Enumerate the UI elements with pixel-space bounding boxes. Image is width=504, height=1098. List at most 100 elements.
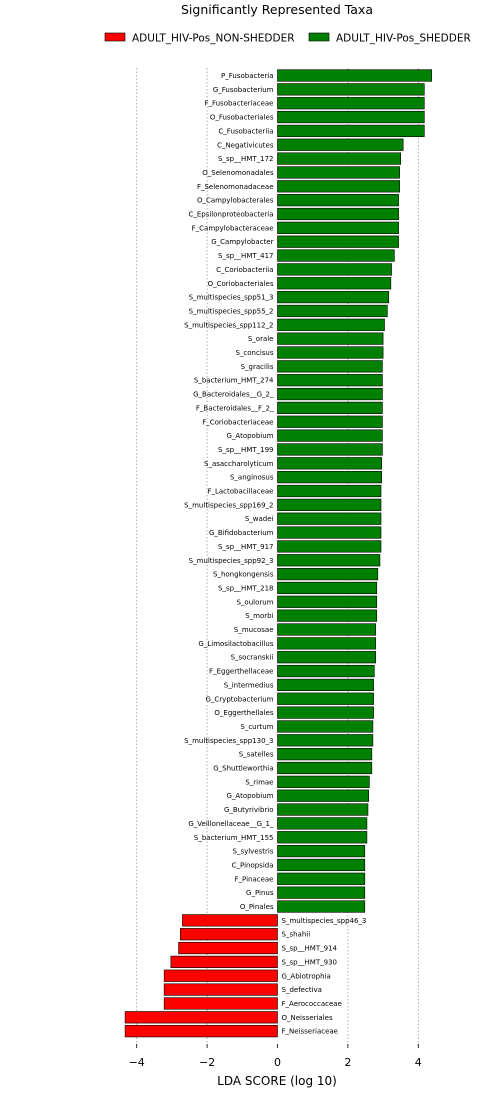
bar-label: C_Epsilonproteobacteria <box>188 211 273 219</box>
bar-label: F_Neisseriaceae <box>282 1028 338 1036</box>
bar <box>163 983 278 996</box>
bar <box>124 1025 278 1038</box>
bar <box>277 138 404 151</box>
bar-label: G_Bacteroidales__G_2_ <box>193 391 274 399</box>
bar-label: F_Bacteroidales__F_2_ <box>196 404 274 412</box>
bar-label: S_socranskii <box>231 654 274 662</box>
bar <box>277 263 392 276</box>
bar-label: F_Campylobacteraceae <box>192 224 274 232</box>
x-tick-label: −4 <box>129 1056 145 1069</box>
bar <box>277 457 382 470</box>
bar-label: S_intermedius <box>224 681 274 689</box>
bar <box>163 997 278 1010</box>
x-tick-label: 0 <box>274 1056 281 1069</box>
bar <box>277 775 370 788</box>
bar <box>182 914 278 927</box>
x-axis: −4 −2 0 2 4 <box>129 1044 422 1069</box>
bar <box>277 831 368 844</box>
bar-label: G_Bifidobacterium <box>209 529 274 537</box>
bar <box>277 637 377 650</box>
bar-label: F_Lactobacillaceae <box>207 488 273 496</box>
bar <box>277 664 375 678</box>
bar-label: O_Eggerthellales <box>214 709 273 717</box>
x-axis-label: LDA SCORE (log 10) <box>217 1074 337 1088</box>
bar-label: G_Campylobacter <box>211 238 273 246</box>
bar <box>277 152 401 165</box>
bar-label: S_sylvestris <box>233 848 274 856</box>
bar-label: S_satelles <box>239 751 274 759</box>
bar <box>180 928 278 941</box>
bar <box>277 872 366 885</box>
bar-label: S_mucosae <box>234 626 274 634</box>
bar-label: G_Atopobium <box>227 432 274 440</box>
bar-label: S_gracilis <box>241 363 274 371</box>
bar <box>277 540 382 553</box>
bar-label: S_sp__HMT_199 <box>218 446 273 454</box>
category-labels: P_Fusobacteria G_Fusobacterium F_Fusobacte… <box>184 72 366 1036</box>
bar <box>277 748 373 761</box>
bar <box>277 387 383 401</box>
bar <box>277 595 378 608</box>
bar <box>277 609 378 622</box>
bar <box>277 332 384 345</box>
bar <box>277 554 381 567</box>
bar-label: G_Abiotrophia <box>282 972 331 980</box>
bar <box>277 69 432 82</box>
bar <box>277 318 385 331</box>
bars <box>124 69 432 1038</box>
bar <box>277 374 383 387</box>
bar <box>163 969 278 982</box>
bar-label: S_sp__HMT_930 <box>282 958 337 966</box>
bar <box>178 941 278 955</box>
bar <box>277 166 400 179</box>
bar <box>277 194 399 207</box>
bar <box>277 235 399 248</box>
bar <box>277 415 383 428</box>
bar-label: S_bacterium_HMT_155 <box>194 834 274 842</box>
bar <box>124 1011 278 1024</box>
bar-label: O_Pinales <box>240 903 274 911</box>
bar <box>277 567 379 581</box>
bar <box>277 443 383 456</box>
legend-swatch-shedder <box>308 32 330 42</box>
bar <box>277 207 399 221</box>
legend: ADULT_HIV-Pos_NON-SHEDDER ADULT_HIV-Pos_… <box>104 32 471 45</box>
bar <box>277 692 374 705</box>
bar <box>277 290 390 304</box>
bar <box>277 221 399 234</box>
bar-label: S_curtum <box>240 723 273 731</box>
bar-label: O_Coriobacteriales <box>208 280 274 288</box>
bar <box>277 886 366 899</box>
bar <box>277 83 425 96</box>
bar-label: S_anginosus <box>230 474 274 482</box>
bar-label: S_multispecies_spp169_2 <box>184 501 273 509</box>
bar-label: C_Coriobacteriia <box>216 266 273 274</box>
bar-label: S_multispecies_spp112_2 <box>184 321 273 329</box>
bar <box>277 471 382 484</box>
bar <box>277 277 392 290</box>
bar-label: F_Coriobacteriaceae <box>202 418 273 426</box>
bar <box>277 761 373 775</box>
bar-label: S_oulorum <box>236 598 273 606</box>
bar <box>277 817 368 830</box>
bar <box>277 498 382 511</box>
bar <box>277 249 395 262</box>
bar <box>277 304 388 318</box>
bar-label: F_Aerococcaceae <box>282 1000 342 1008</box>
bar-label: S_asaccharolyticum <box>204 460 274 468</box>
bar-label: S_sp__HMT_218 <box>218 584 273 592</box>
bar-label: F_Selenomonadaceae <box>197 183 274 191</box>
bar <box>277 581 378 595</box>
bar-label: G_Cryptobacterium <box>205 695 273 703</box>
bar-label: G_Shuttleworthia <box>213 765 273 773</box>
x-tick-label: 2 <box>344 1056 351 1069</box>
legend-swatch-non-shedder <box>104 32 126 42</box>
bar-label: S_multispecies_spp92_3 <box>189 557 274 565</box>
bar-label: S_defectiva <box>282 986 322 994</box>
bar <box>277 124 425 137</box>
bar-label: S_multispecies_spp130_3 <box>184 737 273 745</box>
x-tick-label: −2 <box>199 1056 215 1069</box>
bar <box>277 110 425 124</box>
x-tick-label: 4 <box>415 1056 422 1069</box>
